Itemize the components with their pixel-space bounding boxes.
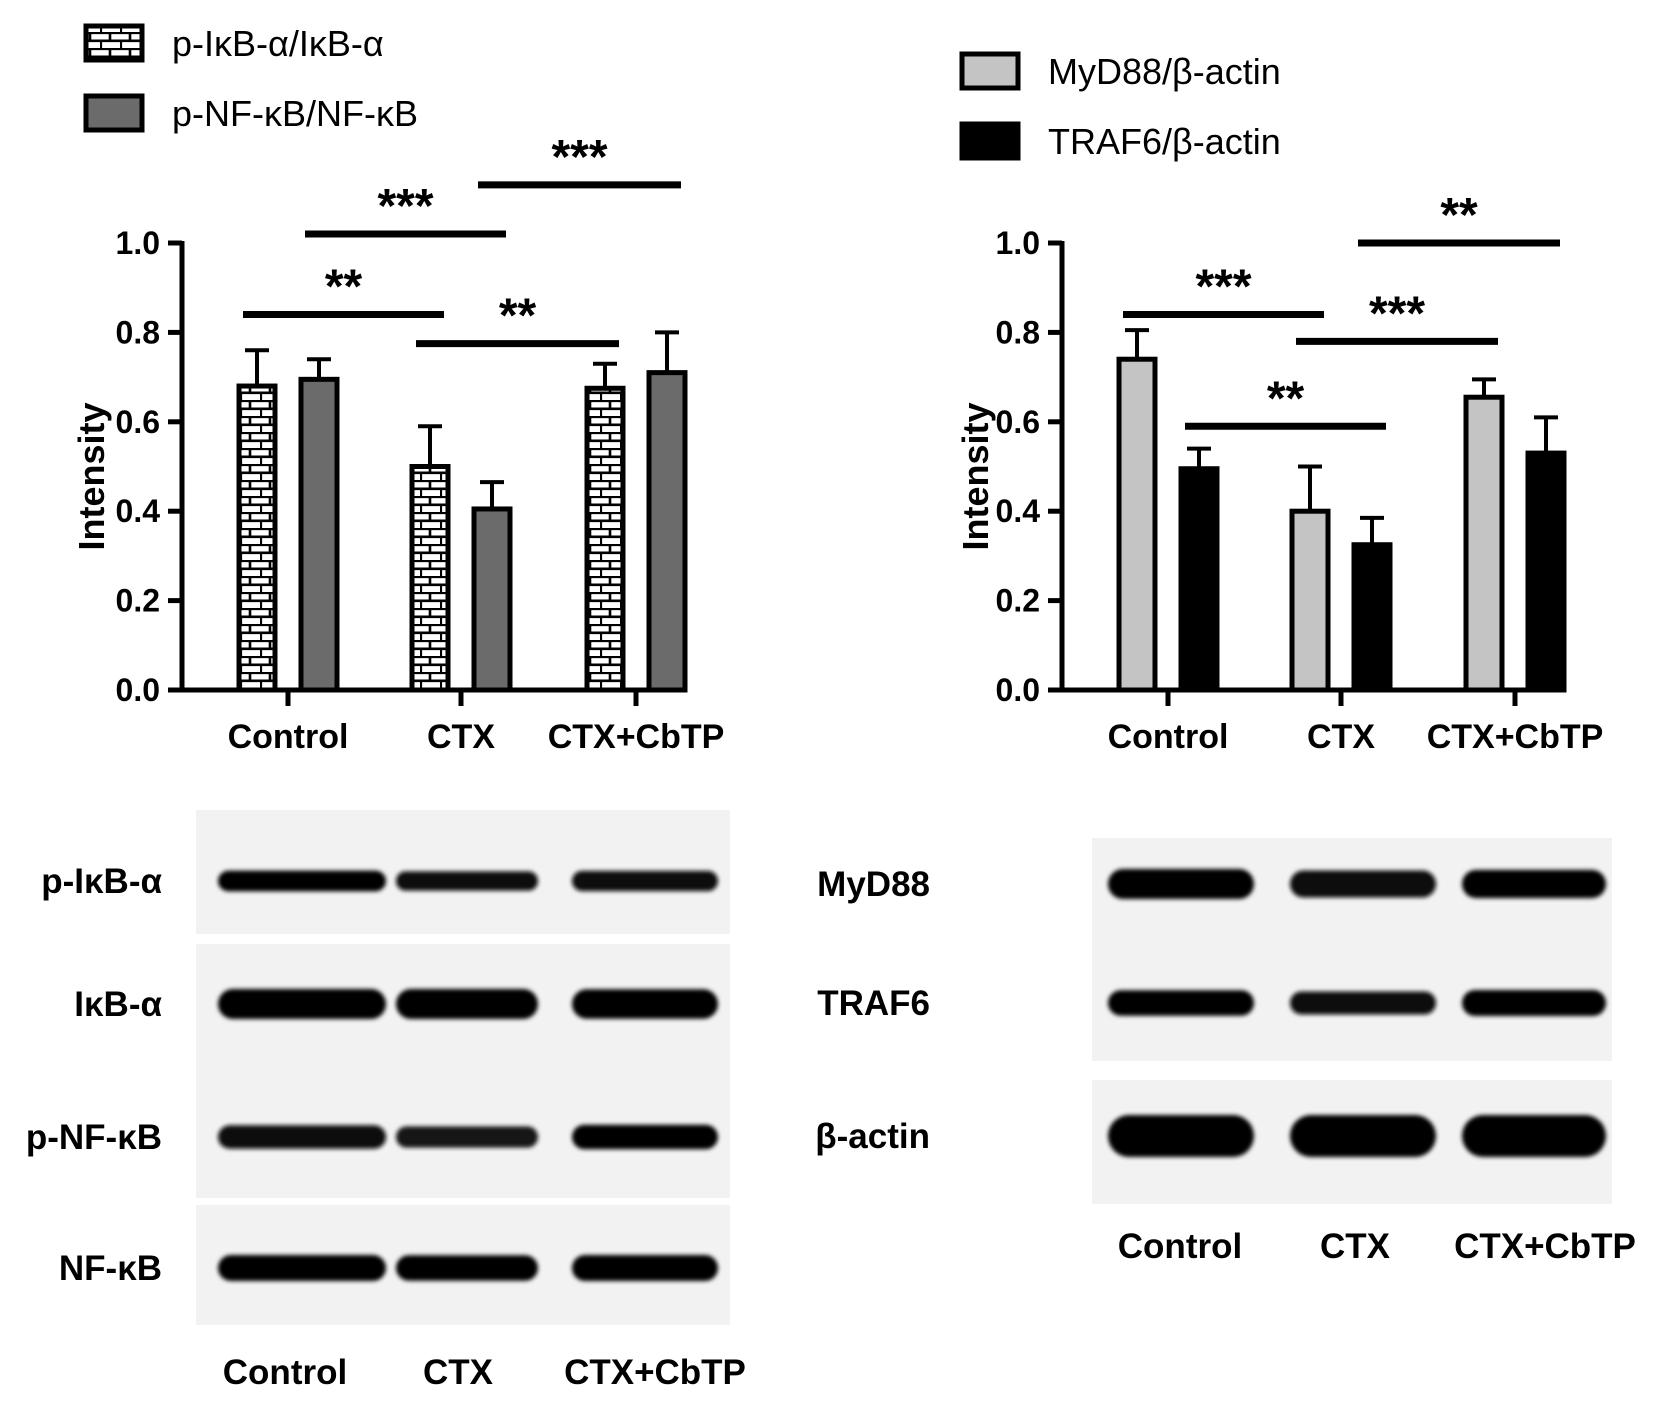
blot-band (218, 989, 386, 1019)
blot-lane-label: CTX (423, 1353, 494, 1392)
y-tick-label: 0.6 (996, 404, 1040, 440)
blot-row-label: MyD88 (817, 865, 930, 904)
y-tick-label: 1.0 (116, 225, 160, 261)
y-tick-label: 0.2 (116, 583, 160, 619)
bar (471, 506, 513, 693)
x-tick-label: CTX+CbTP (548, 718, 725, 756)
y-axis-title: Intensity (955, 402, 996, 550)
legend-swatch (959, 51, 1021, 91)
significance-label: ** (1267, 372, 1305, 425)
y-tick-label: 0.0 (996, 672, 1040, 708)
blot-lane-label: CTX+CbTP (564, 1353, 746, 1392)
legend-label: TRAF6/β-actin (1048, 121, 1281, 162)
y-tick-label: 0.8 (996, 314, 1040, 350)
bar (1351, 542, 1393, 693)
blot-band (572, 1255, 718, 1281)
y-tick-label: 0.4 (996, 493, 1041, 529)
bar (1463, 394, 1505, 693)
blot-band (1462, 1115, 1606, 1157)
significance-label: *** (1195, 261, 1251, 314)
blot-band (1290, 870, 1436, 898)
legend-label: MyD88/β-actin (1048, 51, 1281, 92)
bar (409, 464, 451, 693)
blot-row-label: NF-κB (59, 1249, 162, 1288)
y-tick-label: 0.0 (116, 672, 160, 708)
blot-band (218, 1125, 386, 1149)
blot-band (396, 1126, 538, 1148)
significance-label: *** (1369, 287, 1425, 340)
blot-band (396, 1255, 538, 1281)
x-tick-label: Control (1108, 718, 1229, 756)
significance-label: *** (377, 180, 433, 233)
blot-band (1108, 990, 1254, 1016)
y-tick-label: 0.6 (116, 404, 160, 440)
blot-row-label: β-actin (815, 1117, 930, 1156)
bar (236, 383, 278, 693)
blot-band (1290, 1115, 1436, 1157)
significance-label: ** (1440, 189, 1478, 242)
blot-band (1108, 869, 1254, 899)
blot-row-label: p-IκB-α (41, 862, 162, 901)
x-tick-label: Control (228, 718, 349, 756)
blot-panel (1092, 838, 1612, 962)
blot-lane-label: Control (1118, 1227, 1242, 1266)
blot-band (396, 989, 538, 1019)
blot-left: p-IκB-α IκB-α p-NF-κB NF-κB Control CTX CTX+Cb… (26, 810, 746, 1392)
blot-band (572, 870, 718, 892)
blot-right: MyD88 TRAF6 β-actin Control CTX CTX+CbTP (815, 838, 1636, 1266)
blot-band (1108, 1115, 1254, 1157)
legend-label: p-NF-κB/NF-κB (172, 93, 418, 134)
blot-band (218, 1255, 386, 1281)
bar (298, 376, 340, 693)
y-tick-label: 0.4 (116, 493, 161, 529)
blot-band (1462, 990, 1606, 1016)
blot-band (572, 1124, 718, 1150)
blot-band (396, 871, 538, 891)
blot-band (1462, 869, 1606, 899)
chart-left: p-IκB-α/IκB-α p-NF-κB/NF-κB 0.0 0.2 0.4 0.6 0.… (71, 23, 724, 756)
significance-label: *** (551, 131, 607, 184)
bar (1525, 450, 1567, 693)
blot-band (218, 870, 386, 892)
y-tick-label: 0.2 (996, 583, 1040, 619)
bar (646, 370, 688, 693)
y-tick-label: 1.0 (996, 225, 1040, 261)
bar (1116, 356, 1158, 693)
y-axis-title: Intensity (71, 402, 112, 550)
bar (584, 385, 626, 693)
significance-label: ** (325, 261, 363, 314)
blot-lane-label: CTX (1320, 1227, 1391, 1266)
x-tick-label: CTX (427, 718, 495, 756)
blot-row-label: TRAF6 (817, 984, 930, 1023)
y-tick-label: 0.8 (116, 314, 160, 350)
x-tick-label: CTX (1307, 718, 1375, 756)
legend-swatch (83, 23, 145, 63)
blot-band (1290, 991, 1436, 1015)
bar (1178, 466, 1220, 693)
blot-lane-label: CTX+CbTP (1454, 1227, 1636, 1266)
legend-swatch (959, 121, 1021, 161)
blot-row-label: IκB-α (74, 985, 162, 1024)
blot-row-label: p-NF-κB (26, 1118, 162, 1157)
bar (1289, 508, 1331, 693)
chart-right: MyD88/β-actin TRAF6/β-actin 0.0 0.2 0.4 0.6 0.… (955, 51, 1603, 756)
blot-lane-label: Control (223, 1353, 347, 1392)
legend-swatch (83, 93, 145, 133)
significance-label: ** (499, 290, 537, 343)
blot-band (572, 989, 718, 1019)
legend-label: p-IκB-α/IκB-α (172, 23, 384, 64)
x-tick-label: CTX+CbTP (1427, 718, 1604, 756)
